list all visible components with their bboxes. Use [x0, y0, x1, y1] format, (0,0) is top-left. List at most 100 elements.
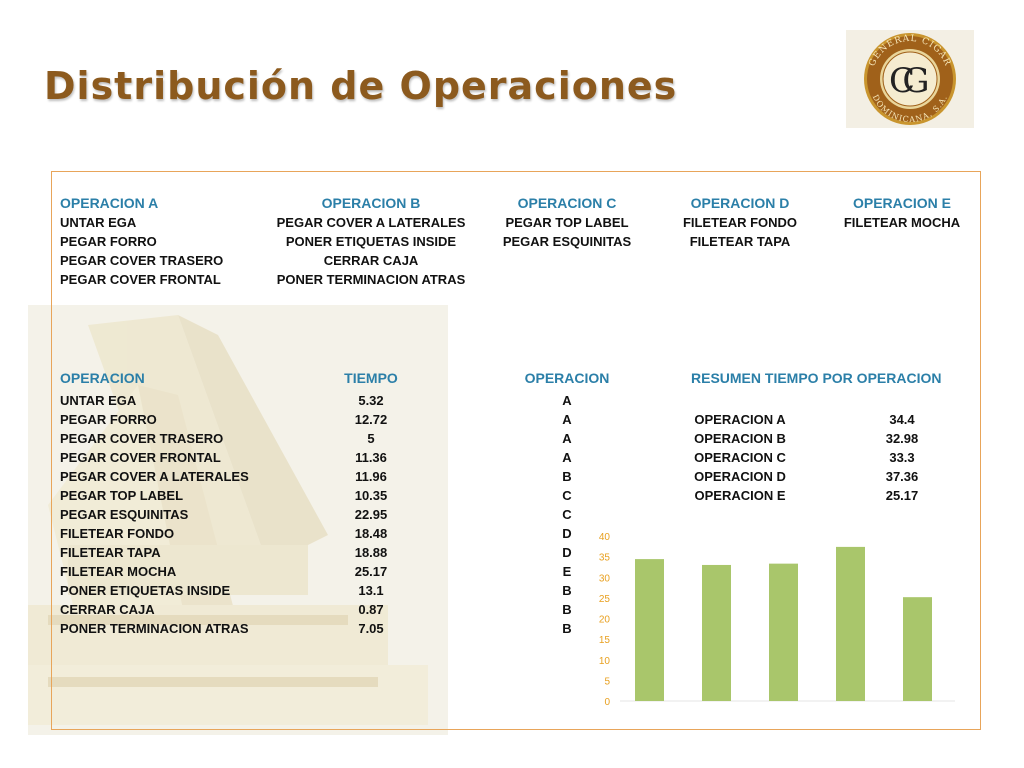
table-cell: PEGAR COVER A LATERALES [60, 469, 249, 484]
group-b-header: OPERACION B [321, 195, 421, 211]
summary-cell: OPERACION B [694, 431, 786, 446]
group-b-list: PEGAR COVER A LATERALES PONER ETIQUETAS … [256, 213, 486, 289]
table-cell: 5 [367, 431, 375, 446]
summary-cell: OPERACION A [694, 412, 786, 427]
table-cell: 5.32 [358, 393, 384, 408]
detail-time-column: 5.32 12.72 5 11.36 11.96 10.35 22.95 18.… [321, 391, 421, 638]
y-tick-label: 0 [604, 697, 610, 708]
table-cell: A [562, 450, 572, 465]
list-item: UNTAR EGA [60, 215, 137, 230]
group-a-header: OPERACION A [60, 195, 159, 211]
summary-header: RESUMEN TIEMPO POR OPERACION [691, 370, 942, 386]
table-cell: CERRAR CAJA [60, 602, 155, 617]
table-cell: A [562, 412, 572, 427]
table-cell: B [562, 583, 572, 598]
summary-bar-chart: 0 5 10 15 20 25 30 35 40 [599, 532, 955, 708]
table-cell: FILETEAR FONDO [60, 526, 175, 541]
y-tick-label: 10 [599, 656, 611, 667]
table-cell: 12.72 [354, 412, 388, 427]
summary-cell: OPERACION D [694, 469, 786, 484]
summary-name-column: OPERACION A OPERACION B OPERACION C OPER… [670, 410, 810, 505]
y-tick-label: 35 [599, 553, 611, 564]
detail-operation-column: UNTAR EGA PEGAR FORRO PEGAR COVER TRASER… [60, 391, 249, 638]
table-cell: E [562, 564, 572, 579]
detail-group-header: OPERACION [524, 370, 610, 386]
group-c-header: OPERACION C [517, 195, 617, 211]
table-cell: FILETEAR MOCHA [60, 564, 177, 579]
list-item: PEGAR ESQUINITAS [502, 234, 632, 249]
y-tick-label: 20 [599, 615, 611, 626]
list-item: PONER TERMINACION ATRAS [276, 272, 466, 287]
y-tick-label: 30 [599, 573, 611, 584]
slide-title: Distribución de Operaciones [44, 64, 678, 108]
group-c-list: PEGAR TOP LABEL PEGAR ESQUINITAS [487, 213, 647, 251]
list-item: PEGAR COVER FRONTAL [60, 272, 221, 287]
table-cell: 10.35 [354, 488, 388, 503]
group-e-list: FILETEAR MOCHA [832, 213, 972, 232]
table-cell: PONER ETIQUETAS INSIDE [60, 583, 231, 598]
table-cell: 18.88 [354, 545, 388, 560]
bar-operacion-b [702, 564, 731, 701]
y-tick-label: 15 [599, 635, 611, 646]
table-cell: 13.1 [358, 583, 384, 598]
bar-operacion-e [903, 597, 932, 701]
detail-operation-header: OPERACION [60, 370, 145, 386]
table-cell: 11.36 [355, 450, 387, 465]
detail-group-column: A A A A B C C D D E B B B [537, 391, 597, 638]
list-item: PONER ETIQUETAS INSIDE [285, 234, 457, 249]
table-cell: A [562, 431, 572, 446]
table-cell: 0.87 [358, 602, 384, 617]
summary-cell: 37.36 [885, 469, 919, 484]
summary-cell: OPERACION E [694, 488, 786, 503]
table-cell: A [562, 393, 572, 408]
group-d-list: FILETEAR FONDO FILETEAR TAPA [665, 213, 815, 251]
table-cell: C [562, 488, 572, 503]
group-a-list: UNTAR EGA PEGAR FORRO PEGAR COVER TRASER… [60, 213, 223, 289]
list-item: PEGAR FORRO [60, 234, 157, 249]
table-cell: 18.48 [354, 526, 388, 541]
company-logo: C G GENERAL CIGAR DOMINICANA, S.A. [846, 30, 974, 128]
table-cell: B [562, 602, 572, 617]
table-cell: PEGAR FORRO [60, 412, 157, 427]
list-item: FILETEAR MOCHA [843, 215, 961, 230]
table-cell: B [562, 469, 572, 484]
table-cell: 22.95 [354, 507, 388, 522]
table-cell: PEGAR COVER FRONTAL [60, 450, 221, 465]
detail-time-header: TIEMPO [344, 370, 398, 386]
table-cell: FILETEAR TAPA [60, 545, 161, 560]
table-cell: 7.05 [358, 621, 384, 636]
y-tick-label: 25 [599, 594, 611, 605]
y-tick-label: 40 [599, 532, 611, 543]
summary-cell: OPERACION C [694, 450, 786, 465]
table-cell: PEGAR COVER TRASERO [60, 431, 224, 446]
table-cell: PEGAR ESQUINITAS [60, 507, 189, 522]
list-item: PEGAR TOP LABEL [505, 215, 629, 230]
svg-text:C: C [889, 61, 915, 101]
cigar-boxes-photo [28, 305, 448, 735]
list-item: FILETEAR FONDO [682, 215, 798, 230]
y-tick-label: 5 [604, 676, 610, 687]
table-cell: UNTAR EGA [60, 393, 137, 408]
bar-operacion-d [836, 546, 865, 701]
summary-cell: 32.98 [885, 431, 919, 446]
bar-operacion-a [635, 559, 664, 701]
table-cell: PEGAR TOP LABEL [60, 488, 184, 503]
table-cell: C [562, 507, 572, 522]
bar-operacion-c [769, 563, 798, 701]
table-cell: PONER TERMINACION ATRAS [60, 621, 249, 636]
table-cell: 11.96 [355, 469, 387, 484]
list-item: PEGAR COVER A LATERALES [276, 215, 466, 230]
table-cell: D [562, 545, 572, 560]
summary-cell: 33.3 [889, 450, 915, 465]
group-d-header: OPERACION D [690, 195, 790, 211]
list-item: PEGAR COVER TRASERO [60, 253, 224, 268]
group-e-header: OPERACION E [852, 195, 951, 211]
list-item: CERRAR CAJA [323, 253, 419, 268]
svg-text:G: G [902, 61, 929, 101]
summary-cell: 25.17 [885, 488, 919, 503]
list-item: FILETEAR TAPA [689, 234, 791, 249]
table-cell: 25.17 [354, 564, 388, 579]
summary-value-column: 34.4 32.98 33.3 37.36 25.17 [862, 410, 942, 505]
table-cell: D [562, 526, 572, 541]
table-cell: B [562, 621, 572, 636]
